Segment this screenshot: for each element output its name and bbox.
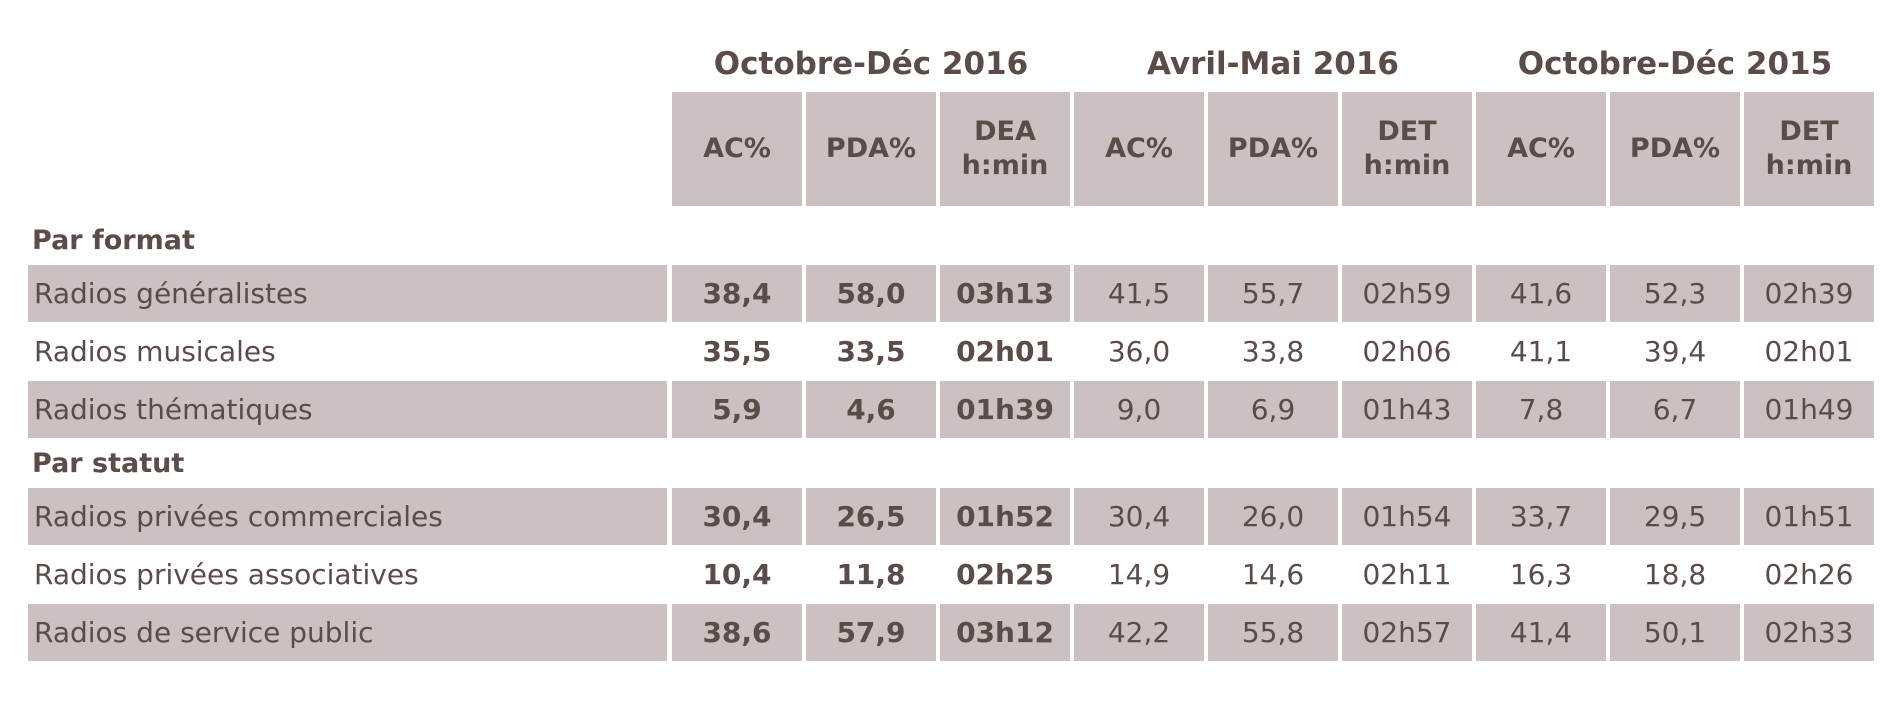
row-label: Radios généralistes — [28, 265, 667, 322]
value-cell: 41,6 — [1476, 265, 1606, 322]
value-cell: 41,4 — [1476, 604, 1606, 661]
value-cell: 57,9 — [806, 604, 936, 661]
row-label: Radios musicales — [34, 335, 276, 368]
value-cell: 02h39 — [1744, 265, 1874, 322]
group-header: Avril-Mai 2016 — [1147, 46, 1399, 82]
value-cell: 6,9 — [1208, 381, 1338, 438]
value-cell: 02h06 — [1362, 335, 1452, 368]
group-header: Octobre-Déc 2016 — [713, 46, 1029, 82]
column-header: DET h:min — [1744, 92, 1874, 206]
value-cell: 7,8 — [1476, 381, 1606, 438]
value-cell: 26,0 — [1208, 488, 1338, 545]
column-header: AC% — [1074, 92, 1204, 206]
column-header: DEA h:min — [940, 92, 1070, 206]
value-cell: 58,0 — [806, 265, 936, 322]
column-header: AC% — [672, 92, 802, 206]
column-header: PDA% — [806, 92, 936, 206]
value-cell: 02h57 — [1342, 604, 1472, 661]
value-cell: 14,6 — [1241, 558, 1305, 591]
section-title: Par format — [32, 224, 195, 256]
value-cell: 01h54 — [1342, 488, 1472, 545]
value-cell: 01h43 — [1342, 381, 1472, 438]
row-label: Radios de service public — [28, 604, 667, 661]
value-cell: 01h39 — [940, 381, 1070, 438]
value-cell: 02h01 — [956, 335, 1054, 368]
value-cell: 33,7 — [1476, 488, 1606, 545]
value-cell: 02h33 — [1744, 604, 1874, 661]
value-cell: 01h51 — [1744, 488, 1874, 545]
column-header: PDA% — [1610, 92, 1740, 206]
value-cell: 02h11 — [1362, 558, 1452, 591]
value-cell: 01h52 — [940, 488, 1070, 545]
value-cell: 33,5 — [836, 335, 906, 368]
value-cell: 9,0 — [1074, 381, 1204, 438]
value-cell: 16,3 — [1509, 558, 1573, 591]
value-cell: 02h59 — [1342, 265, 1472, 322]
column-header: DET h:min — [1342, 92, 1472, 206]
value-cell: 10,4 — [702, 558, 772, 591]
value-cell: 42,2 — [1074, 604, 1204, 661]
value-cell: 38,6 — [672, 604, 802, 661]
column-header: PDA% — [1208, 92, 1338, 206]
value-cell: 26,5 — [806, 488, 936, 545]
value-cell: 41,5 — [1074, 265, 1204, 322]
value-cell: 41,1 — [1509, 335, 1573, 368]
value-cell: 02h26 — [1764, 558, 1854, 591]
value-cell: 4,6 — [806, 381, 936, 438]
value-cell: 55,8 — [1208, 604, 1338, 661]
value-cell: 55,7 — [1208, 265, 1338, 322]
value-cell: 02h25 — [956, 558, 1054, 591]
value-cell: 38,4 — [672, 265, 802, 322]
value-cell: 39,4 — [1643, 335, 1707, 368]
value-cell: 03h13 — [940, 265, 1070, 322]
value-cell: 01h49 — [1744, 381, 1874, 438]
value-cell: 36,0 — [1107, 335, 1171, 368]
value-cell: 6,7 — [1610, 381, 1740, 438]
value-cell: 29,5 — [1610, 488, 1740, 545]
value-cell: 02h01 — [1764, 335, 1854, 368]
section-title: Par statut — [32, 447, 185, 479]
row-label: Radios privées associatives — [34, 558, 419, 591]
value-cell: 5,9 — [672, 381, 802, 438]
value-cell: 14,9 — [1107, 558, 1171, 591]
value-cell: 33,8 — [1241, 335, 1305, 368]
value-cell: 30,4 — [672, 488, 802, 545]
value-cell: 30,4 — [1074, 488, 1204, 545]
value-cell: 03h12 — [940, 604, 1070, 661]
value-cell: 35,5 — [702, 335, 772, 368]
column-header: AC% — [1476, 92, 1606, 206]
value-cell: 18,8 — [1643, 558, 1707, 591]
group-header: Octobre-Déc 2015 — [1517, 46, 1833, 82]
row-label: Radios privées commerciales — [28, 488, 667, 545]
value-cell: 50,1 — [1610, 604, 1740, 661]
value-cell: 11,8 — [836, 558, 906, 591]
value-cell: 52,3 — [1610, 265, 1740, 322]
row-label: Radios thématiques — [28, 381, 667, 438]
